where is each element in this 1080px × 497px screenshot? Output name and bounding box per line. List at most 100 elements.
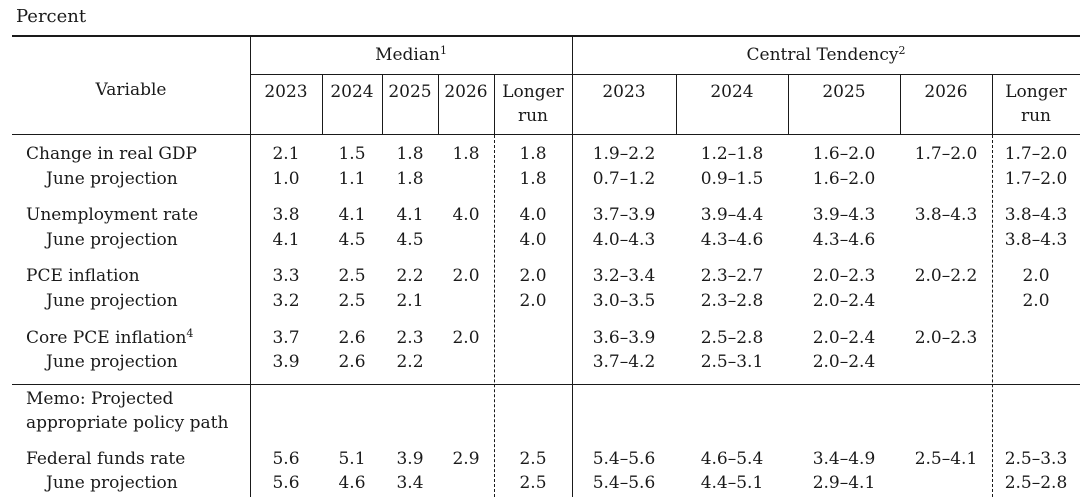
median-value: 2.0 — [519, 266, 547, 286]
row-label: Change in real GDP — [26, 144, 197, 164]
longer-run-header: run — [1020, 106, 1052, 126]
central-tendency-value: 1.6–2.0 — [812, 169, 876, 189]
central-tendency-value: 3.8–4.3 — [1004, 205, 1068, 225]
row-label-june-projection: June projection — [46, 473, 178, 493]
central-tendency-value: 2.0 — [1022, 291, 1050, 311]
central-tendency-value: 0.9–1.5 — [700, 169, 764, 189]
median-value: 2.3 — [396, 328, 424, 348]
divider-median-central — [572, 36, 573, 497]
longer-run-header: Longer — [1005, 82, 1067, 102]
central-tendency-value: 2.5–2.8 — [700, 328, 764, 348]
year-col-divider — [382, 74, 383, 134]
median-value: 4.1 — [338, 205, 366, 225]
year-header: 2026 — [924, 82, 968, 102]
year-col-divider — [788, 74, 789, 134]
row-label-june-projection: June projection — [46, 352, 178, 372]
year-header: 2023 — [602, 82, 646, 102]
row-label: Core PCE inflation4 — [26, 327, 194, 348]
median-value: 1.8 — [519, 144, 547, 164]
central-tendency-value: 3.0–3.5 — [592, 291, 656, 311]
median-value: 3.9 — [396, 449, 424, 469]
median-value: 3.4 — [396, 473, 424, 493]
median-value: 2.0 — [519, 291, 547, 311]
median-value: 2.1 — [272, 144, 300, 164]
median-value: 4.1 — [272, 230, 300, 250]
central-tendency-value: 3.7–3.9 — [592, 205, 656, 225]
central-tendency-value: 3.8–4.3 — [1004, 230, 1068, 250]
central-tendency-value: 1.7–2.0 — [1004, 169, 1068, 189]
central-tendency-value: 2.0–2.4 — [812, 291, 876, 311]
median-value: 2.0 — [452, 266, 480, 286]
year-col-divider — [322, 74, 323, 134]
central-tendency-value: 4.3–4.6 — [812, 230, 876, 250]
longer-run-header: run — [517, 106, 549, 126]
median-value: 2.5 — [338, 291, 366, 311]
longer-run-header: Longer — [502, 82, 564, 102]
median-value: 4.5 — [338, 230, 366, 250]
central-tendency-value: 2.5–3.1 — [700, 352, 764, 372]
median-value: 4.6 — [338, 473, 366, 493]
median-value: 2.1 — [396, 291, 424, 311]
median-value: 2.6 — [338, 352, 366, 372]
median-value: 4.0 — [519, 205, 547, 225]
median-value: 2.0 — [452, 328, 480, 348]
median-value: 2.5 — [338, 266, 366, 286]
central-tendency-value: 4.3–4.6 — [700, 230, 764, 250]
central-tendency-value: 1.7–2.0 — [914, 144, 978, 164]
median-value: 2.2 — [396, 266, 424, 286]
central-tendency-value: 4.6–5.4 — [700, 449, 764, 469]
median-value: 3.7 — [272, 328, 300, 348]
median-value: 4.0 — [452, 205, 480, 225]
median-value: 2.6 — [338, 328, 366, 348]
median-value: 4.0 — [519, 230, 547, 250]
variable-header: Variable — [95, 80, 167, 100]
central-tendency-value: 5.4–5.6 — [592, 473, 656, 493]
median-value: 1.0 — [272, 169, 300, 189]
median-value: 2.5 — [519, 449, 547, 469]
central-tendency-value: 1.6–2.0 — [812, 144, 876, 164]
year-header: 2024 — [710, 82, 754, 102]
median-value: 2.9 — [452, 449, 480, 469]
median-value: 3.2 — [272, 291, 300, 311]
central-tendency-value: 3.6–3.9 — [592, 328, 656, 348]
central-tendency-value: 1.2–1.8 — [700, 144, 764, 164]
central-tendency-value: 2.0–2.2 — [914, 266, 978, 286]
median-value: 5.1 — [338, 449, 366, 469]
subheader-rule — [250, 74, 1080, 75]
central-tendency-value: 1.7–2.0 — [1004, 144, 1068, 164]
year-header: 2026 — [444, 82, 488, 102]
median-value: 1.8 — [396, 144, 424, 164]
divider-variable — [250, 36, 251, 497]
central-tendency-value: 3.9–4.4 — [700, 205, 764, 225]
median-value: 1.8 — [452, 144, 480, 164]
median-value: 4.1 — [396, 205, 424, 225]
longer-run-dashed-divider — [494, 135, 495, 497]
median-value: 4.5 — [396, 230, 424, 250]
year-col-divider — [438, 74, 439, 134]
median-value: 5.6 — [272, 449, 300, 469]
header-rule — [12, 134, 1080, 135]
median-value: 3.8 — [272, 205, 300, 225]
central-tendency-value: 2.0 — [1022, 266, 1050, 286]
row-label: Unemployment rate — [26, 205, 199, 225]
unit-label: Percent — [16, 6, 87, 27]
year-col-divider — [494, 74, 495, 134]
median-value: 2.2 — [396, 352, 424, 372]
row-label-june-projection: June projection — [46, 169, 178, 189]
median-value: 3.9 — [272, 352, 300, 372]
year-header: 2025 — [388, 82, 432, 102]
central-tendency-value: 4.0–4.3 — [592, 230, 656, 250]
central-tendency-value: 2.0–2.4 — [812, 352, 876, 372]
footnote-mark: 2 — [898, 44, 906, 57]
central-tendency-value: 2.5–2.8 — [1004, 473, 1068, 493]
central-tendency-value: 2.0–2.4 — [812, 328, 876, 348]
central-tendency-value: 2.0–2.3 — [812, 266, 876, 286]
central-tendency-value: 3.7–4.2 — [592, 352, 656, 372]
central-tendency-value: 3.4–4.9 — [812, 449, 876, 469]
memo-rule — [12, 384, 1080, 385]
footnote-mark: 4 — [186, 327, 194, 340]
row-label: Federal funds rate — [26, 449, 186, 469]
memo-label: appropriate policy path — [26, 413, 229, 433]
central-tendency-value: 5.4–5.6 — [592, 449, 656, 469]
row-label-june-projection: June projection — [46, 230, 178, 250]
